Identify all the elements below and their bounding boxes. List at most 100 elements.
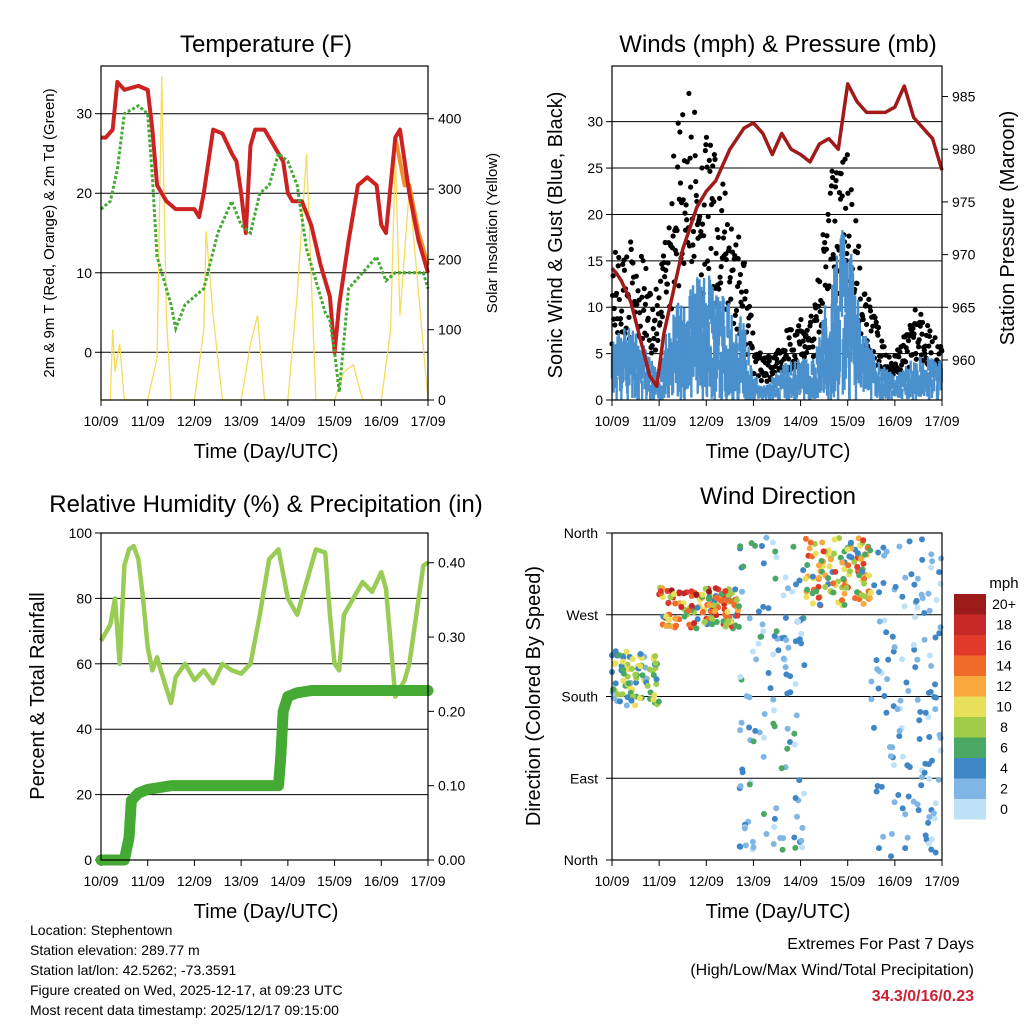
direction-point [883, 629, 890, 636]
gust-point [785, 356, 792, 362]
direction-point [771, 723, 778, 730]
gust-point [862, 291, 868, 297]
gust-point [742, 296, 748, 302]
direction-point [925, 590, 932, 597]
gust-point [703, 134, 710, 140]
direction-point [889, 633, 896, 640]
recent-timestamp: Most recent data timestamp: 2025/12/17 0… [30, 1002, 339, 1018]
direction-point [775, 647, 782, 654]
gust-point [916, 344, 922, 350]
gust-point [719, 208, 725, 214]
direction-point [799, 844, 806, 851]
direction-point [632, 679, 639, 686]
gust-point [854, 280, 860, 287]
direction-point [740, 563, 747, 570]
gust-point [643, 265, 649, 272]
gust-point [827, 190, 833, 196]
direction-point [809, 590, 816, 597]
direction-point [712, 585, 719, 592]
direction-point [628, 697, 635, 704]
gust-point [613, 290, 620, 296]
winds-xtick-label: 10/09 [594, 413, 629, 429]
gust-point [652, 347, 659, 353]
direction-point [763, 534, 770, 541]
extremes-title: Extremes For Past 7 Days [787, 936, 974, 953]
direction-point [792, 681, 799, 688]
extremes-subtitle: (High/Low/Max Wind/Total Precipitation) [690, 962, 974, 979]
direction-point [760, 560, 767, 567]
direction-point [832, 568, 839, 575]
direction-point [795, 618, 802, 625]
gust-point [688, 134, 694, 140]
gust-point [670, 233, 676, 239]
pressure-line [610, 82, 944, 389]
station-latlon: Station lat/lon: 42.5262; -73.3591 [30, 962, 237, 978]
direction-point [686, 621, 693, 628]
direction-point [880, 579, 887, 586]
gust-point [673, 251, 680, 257]
direction-point [789, 588, 796, 595]
temperature-ytick-label: 30 [76, 106, 92, 122]
direction-point [878, 783, 885, 790]
gust-point [798, 316, 804, 323]
direction-point [785, 644, 792, 651]
direction-point [737, 843, 744, 850]
colorbar-swatch [954, 635, 986, 656]
direction-point [793, 813, 800, 820]
direction-point [903, 679, 910, 686]
humidity-ytick-label: 20 [76, 787, 92, 803]
direction-point [632, 671, 639, 678]
direction-point [646, 666, 653, 673]
temperature-y2tick-label: 300 [438, 181, 462, 197]
gust-point [881, 344, 887, 350]
gust-point [750, 330, 756, 336]
humidity-y2tick-label: 0.40 [438, 555, 465, 571]
direction-point [784, 745, 791, 752]
gust-point [758, 378, 764, 384]
direction-point [616, 652, 623, 659]
direction-point [652, 652, 659, 659]
colorbar-title: mph [989, 575, 1018, 592]
direction-point [901, 603, 908, 610]
direction-point [753, 656, 760, 663]
direction-point [802, 535, 809, 542]
direction-point [663, 622, 670, 629]
direction-point [919, 556, 926, 563]
direction-point [802, 575, 809, 582]
gust-point [654, 302, 660, 309]
direction-point [870, 724, 877, 731]
direction-point [737, 727, 744, 734]
direction-ytick-label: North [564, 852, 598, 868]
direction-point [818, 558, 825, 565]
temperature-ytick-label: 10 [76, 265, 92, 281]
direction-point [804, 586, 811, 593]
direction-point [617, 698, 624, 705]
gust-point [737, 271, 744, 278]
direction-point [738, 719, 745, 726]
gust-point [692, 153, 698, 159]
direction-point [796, 577, 803, 584]
gust-point [911, 331, 917, 337]
gust-point [705, 258, 711, 264]
direction-point [755, 640, 762, 647]
colorbar-label: 12 [996, 678, 1012, 694]
direction-point [827, 556, 834, 563]
gust-point [929, 339, 935, 345]
gust-point [873, 319, 879, 325]
gust-point [669, 201, 675, 207]
humidity-title: Relative Humidity (%) & Precipitation (i… [49, 491, 482, 518]
direction-point [742, 842, 749, 849]
direction-point [693, 591, 700, 598]
temperature-xtick-label: 10/09 [83, 413, 118, 429]
humidity-ytick-label: 80 [76, 590, 92, 606]
gust-point [787, 341, 793, 347]
direction-point [755, 608, 762, 615]
direction-point [782, 574, 789, 581]
direction-point [746, 615, 753, 622]
direction-point [713, 619, 720, 626]
gust-point [727, 275, 733, 281]
direction-point [637, 663, 644, 670]
temperature-xlabel: Time (Day/UTC) [194, 441, 339, 463]
direction-point [816, 574, 823, 581]
direction-point [914, 575, 921, 582]
